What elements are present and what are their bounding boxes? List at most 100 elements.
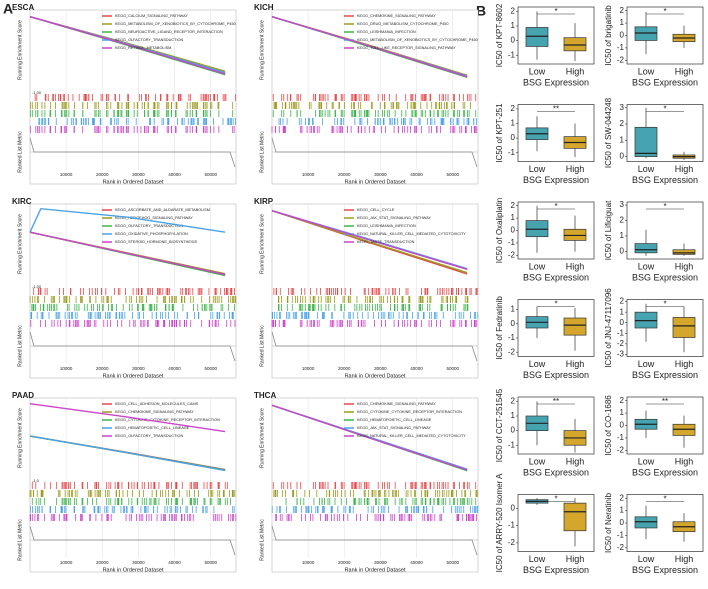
x-tick-label: Low (638, 359, 655, 369)
y-tick-label: 1 (511, 305, 516, 314)
x-tick-label: 20000 (96, 172, 109, 177)
legend-label: KEGG_CHEMOKINE_SIGNALING_PATHWAY (357, 402, 436, 406)
x-tick-label: High (675, 359, 694, 369)
y-tick-label: 2 (511, 396, 516, 405)
x-tick-label: Low (529, 554, 546, 564)
y-tick-label: 0 (620, 318, 625, 327)
y-axis-title: IC50 of Fedratinib (495, 296, 504, 360)
legend-label: KEGG_JAK_STAT_SIGNALING_PATHWAY (357, 216, 431, 220)
panel-label: B (476, 3, 486, 19)
x-tick-label: Low (529, 66, 546, 76)
legend-label: KEGG_CELL_ADHESION_MOLECULES_CAMS (115, 402, 199, 406)
legend-label: KEGG_LEISHMANIA_INFECTION (357, 30, 416, 34)
y-axis-title: IC50 of brigatinib (604, 5, 613, 66)
x-axis-title: BSG Expression (523, 77, 589, 87)
y-tick-label: 2 (511, 6, 516, 15)
y-tick-label: 1 (511, 411, 516, 420)
x-tick-label: High (566, 164, 585, 174)
box (672, 423, 696, 436)
x-tick-label: 50000 (446, 172, 459, 177)
x-axis-title: Rank in Ordered Dataset (103, 567, 164, 573)
x-tick-label: Low (638, 66, 655, 76)
y-axis-title: IC50 of Oxaliplatin (495, 198, 504, 263)
y-tick-label: 2 (620, 297, 625, 306)
annotation: -1.00 (32, 90, 42, 95)
y-tick-label: 2 (511, 201, 516, 210)
x-tick-label: 30000 (374, 172, 387, 177)
y-tick-label: 0 (620, 421, 625, 430)
es-curve (29, 435, 226, 472)
x-axis-title: BSG Expression (523, 467, 589, 477)
y-tick-label: -3 (617, 349, 625, 358)
box (634, 126, 658, 157)
legend-label: KEGG_CALCIUM_SIGNALING_PATHWAY (115, 14, 188, 18)
y-tick-label: -1 (617, 43, 625, 52)
metric-curve (29, 137, 236, 168)
significance-label: * (554, 300, 557, 309)
x-tick-label: Low (529, 164, 546, 174)
y-tick-label: 1 (620, 307, 625, 316)
y-tick-label: 0 (511, 503, 516, 512)
legend-label: KEGG_CELL_CYCLE (357, 208, 395, 212)
y-tick-label: 1 (620, 231, 625, 240)
x-tick-label: 20000 (338, 366, 351, 371)
box (563, 502, 587, 532)
y-tick-label: 0 (511, 226, 516, 235)
x-tick-label: High (566, 359, 585, 369)
metric-curve (271, 525, 478, 556)
box (563, 228, 587, 241)
plot-frame (29, 397, 237, 573)
x-tick-label: 10000 (302, 172, 315, 177)
legend-label: KEGG_HEDGEHOG_SIGNALING_PATHWAY (115, 216, 193, 220)
x-tick-label: 10000 (302, 366, 315, 371)
x-tick-label: 30000 (132, 172, 145, 177)
x-tick-label: 40000 (168, 560, 181, 565)
y-tick-label: -2 (508, 347, 516, 356)
significance-label: ** (553, 105, 559, 114)
x-axis-title: Rank in Ordered Dataset (345, 179, 406, 185)
y-axis-title: IC50 of Lificiguat (604, 200, 613, 260)
y-tick-label: 1 (511, 21, 516, 30)
box (634, 243, 658, 254)
x-axis-title: Rank in Ordered Dataset (103, 373, 164, 379)
y-tick-label: -1 (508, 521, 516, 530)
y-tick-label: 2 (511, 104, 516, 113)
x-axis-title: BSG Expression (632, 565, 698, 575)
box (634, 516, 658, 529)
legend-label: KEGG_NATURAL_KILLER_CELL_MEDIATED_CYTOTO… (357, 434, 466, 438)
y-axis-title: Running Enrichment Score (17, 214, 23, 274)
panel-title: KIRC (12, 197, 32, 206)
y-tick-label: 0 (620, 152, 625, 161)
x-tick-label: High (675, 66, 694, 76)
x-axis-title: Rank in Ordered Dataset (345, 373, 406, 379)
panel-title: PAAD (12, 391, 34, 400)
legend-label: KEGG_HEMATOPOIETIC_CELL_LINEAGE (115, 426, 190, 430)
y-tick-label: 0 (511, 319, 516, 328)
y-tick-label: 2 (620, 119, 625, 128)
panel-title: ESCA (12, 3, 34, 12)
x-tick-label: 50000 (204, 172, 217, 177)
metric-curve (271, 331, 478, 362)
legend-label: KEGG_METABOLISM_OF_XENOBIOTICS_BY_CYTOCH… (357, 38, 478, 42)
x-tick-label: 50000 (204, 366, 217, 371)
x-tick-label: High (566, 261, 585, 271)
x-axis-title: BSG Expression (632, 370, 698, 380)
x-tick-label: 50000 (446, 560, 459, 565)
y-axis-title: Running Enrichment Score (259, 20, 265, 80)
x-tick-label: 20000 (338, 172, 351, 177)
es-curve (271, 209, 468, 271)
x-tick-label: Low (638, 164, 655, 174)
legend-label: KEGG_OLFACTORY_TRANSDUCTION (115, 434, 183, 438)
y-tick-label: -2 (508, 538, 516, 547)
x-tick-label: 40000 (168, 172, 181, 177)
x-axis-title: BSG Expression (632, 175, 698, 185)
x-tick-label: 20000 (338, 560, 351, 565)
legend-label: KEGG_NATURAL_KILLER_CELL_MEDIATED_CYTOTO… (357, 232, 466, 236)
significance-label: * (554, 7, 557, 16)
plot-frame (271, 203, 479, 379)
y-axis-title: Running Enrichment Score (259, 214, 265, 274)
box (563, 37, 587, 52)
x-tick-label: 10000 (60, 366, 73, 371)
y-axis-title: Running Enrichment Score (17, 408, 23, 468)
x-tick-label: 10000 (302, 560, 315, 565)
